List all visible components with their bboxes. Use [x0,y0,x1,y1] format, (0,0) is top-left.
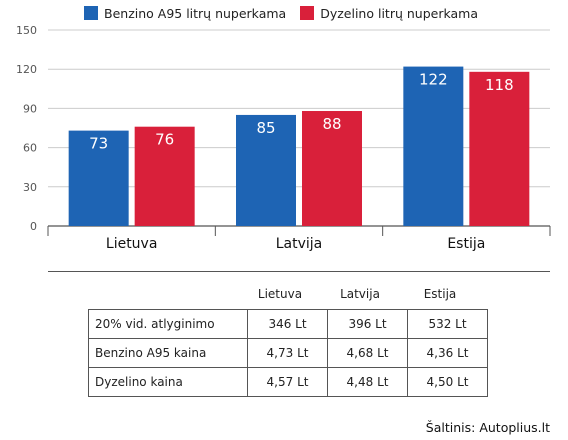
y-tick-label: 90 [23,102,37,115]
table-row-label: Benzino A95 kaina [88,338,248,368]
y-tick-label: 60 [23,142,37,155]
bar-petrol-latvija [236,114,296,226]
y-tick-label: 150 [16,24,37,37]
x-category-label: Estija [447,236,485,252]
table-col-header: Latvija [340,287,380,301]
bar-value-labels: 73 76 85 88 122 118 [89,71,514,153]
table-cell: 4,73 Lt [247,338,328,368]
table-cell: 346 Lt [247,309,328,339]
section-divider [48,271,550,272]
x-axis-category-labels: Lietuva Latvija Estija [106,236,485,252]
bar-chart: 0 30 60 90 120 150 73 76 85 88 122 118 Lietuva Latv… [16,24,551,252]
table-row-label: Dyzelino kaina [88,367,248,397]
bar-value-label: 73 [89,135,108,153]
legend-label-diesel: Dyzelino litrų nuperkama [320,5,478,21]
table-cell: 4,50 Lt [407,367,488,397]
y-tick-label: 30 [23,181,37,194]
bar-petrol-estija [403,66,464,226]
table-col-header: Lietuva [257,287,303,301]
legend-swatch-diesel [300,6,315,20]
bar-petrol-lietuva [68,130,129,226]
category-separators [47,226,551,236]
source-note: Šaltinis: Autoplius.lt [425,420,550,435]
bar-value-label: 85 [256,119,275,137]
bar-diesel-lietuva [134,126,195,226]
chart-grid [48,29,550,227]
x-category-label: Latvija [276,236,323,252]
table-row: Dyzelino kaina 4,57 Lt 4,48 Lt 4,50 Lt [88,367,488,397]
bar-value-label: 122 [419,71,448,89]
legend-swatch-petrol [84,6,98,20]
price-table: 20% vid. atlyginimo 346 Lt 396 Lt 532 Lt… [88,309,488,397]
legend-label-petrol: Benzino A95 litrų nuperkama [104,5,287,21]
legend-item-petrol: Benzino A95 litrų nuperkama [84,6,286,21]
table-row: 20% vid. atlyginimo 346 Lt 396 Lt 532 Lt [88,309,488,339]
table-cell: 4,48 Lt [327,367,408,397]
bar-value-label: 76 [155,131,174,149]
table-cell: 4,57 Lt [247,367,328,397]
table-row-label: 20% vid. atlyginimo [88,309,248,339]
table-row: Benzino A95 kaina 4,73 Lt 4,68 Lt 4,36 L… [88,338,488,368]
x-category-label: Lietuva [106,236,158,252]
bar-value-label: 88 [322,115,341,133]
bar-diesel-latvija [302,111,362,226]
y-tick-label: 120 [16,63,37,76]
table-cell: 4,68 Lt [327,338,408,368]
y-tick-label: 0 [30,220,37,233]
bar-value-label: 118 [485,76,514,94]
chart-bars [68,66,530,227]
y-axis-ticks: 0 30 60 90 120 150 [16,24,37,233]
chart-legend: Benzino A95 litrų nuperkama Dyzelino lit… [84,4,492,22]
legend-item-diesel: Dyzelino litrų nuperkama [300,6,478,21]
table-cell: 396 Lt [327,309,408,339]
table-cell: 532 Lt [407,309,488,339]
table-col-header: Estija [423,287,457,301]
table-header: Lietuva Latvija Estija [240,287,480,305]
bar-diesel-estija [469,71,530,227]
table-cell: 4,36 Lt [407,338,488,368]
